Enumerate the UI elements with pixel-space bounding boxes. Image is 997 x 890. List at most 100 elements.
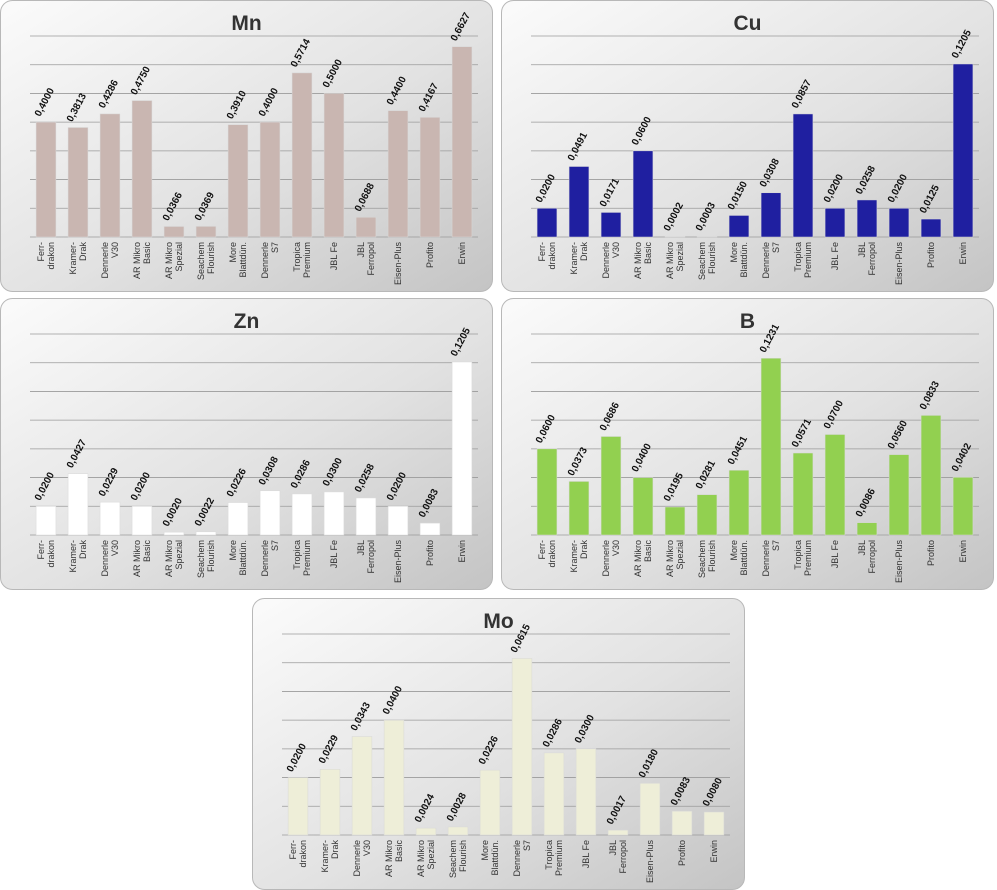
x-tick-label-line: Tropica: [292, 242, 302, 272]
x-tick-label-line: Kramer-: [569, 242, 579, 275]
bar: [568, 166, 590, 238]
x-tick-label-line: Kramer-: [68, 540, 78, 573]
x-tick-label-line: V30: [110, 540, 120, 556]
x-tick-label: MoreBlattdün.: [480, 840, 500, 876]
x-tick-label-line: Seachem: [448, 840, 458, 878]
x-tick-label-line: Profito: [926, 540, 936, 566]
bar: [600, 436, 622, 536]
x-tick-label-line: Dennerle: [100, 540, 110, 577]
x-tick-label-line: Premium: [302, 540, 312, 576]
bar: [888, 208, 910, 238]
x-tick-label-line: Basic: [394, 840, 404, 863]
x-tick-label-line: Seachem: [697, 242, 707, 280]
x-tick-label-line: AR Mikro: [132, 242, 142, 279]
x-tick-label-line: Erwin: [457, 242, 467, 265]
x-tick-label: JBL Fe: [830, 540, 840, 568]
bar: [227, 124, 249, 238]
bar: [259, 121, 281, 238]
x-tick-label-line: Drak: [330, 840, 340, 860]
bar: [607, 829, 629, 836]
x-tick-label-line: Spezial: [675, 540, 685, 570]
bar: [575, 748, 597, 836]
x-tick-label-line: Profito: [926, 242, 936, 268]
bar: [511, 658, 533, 836]
x-tick-label: AR MikroBasic: [633, 242, 653, 280]
x-tick-label-line: Premium: [803, 540, 813, 576]
x-tick-label-line: Dennerle: [601, 540, 611, 577]
chart-panel: Cu0,0200Ferr-drakon0,0491Kramer-Drak0,01…: [501, 0, 994, 292]
x-tick-label: Profito: [425, 540, 435, 566]
x-tick-label-line: AR Mikro: [164, 242, 174, 279]
x-tick-label-line: Tropica: [544, 840, 554, 870]
x-tick-label-line: Tropica: [793, 540, 803, 570]
x-tick-label: SeachemFlourish: [196, 540, 216, 578]
x-tick-label-line: Seachem: [196, 242, 206, 280]
x-tick-label: Ferr-drakon: [288, 840, 308, 868]
bar: [195, 226, 217, 238]
bar: [639, 783, 661, 836]
x-tick-label: Profito: [425, 242, 435, 268]
bar: [536, 448, 558, 536]
x-tick-label-line: More: [228, 540, 238, 561]
bar: [824, 208, 846, 238]
x-tick-label-line: JBL Fe: [329, 242, 339, 270]
x-tick-label-line: Eisen-Plus: [393, 540, 403, 584]
x-tick-label: MoreBlattdün.: [729, 540, 749, 576]
x-tick-label-line: Blattdün.: [490, 840, 500, 876]
bar: [195, 531, 217, 536]
x-tick-label-line: Kramer-: [569, 540, 579, 573]
x-tick-label: SeachemFlourish: [196, 242, 216, 280]
x-tick-label-line: V30: [611, 540, 621, 556]
x-tick-label-line: drakon: [46, 540, 56, 568]
x-tick-label: DennerleV30: [352, 840, 372, 877]
x-tick-label-line: Erwin: [958, 242, 968, 265]
x-tick-label: Ferr-drakon: [36, 242, 56, 270]
x-tick-label: TropicaPremium: [544, 840, 564, 876]
x-tick-label-line: More: [729, 540, 739, 561]
x-tick-label: MoreBlattdün.: [228, 540, 248, 576]
bar: [856, 522, 878, 536]
x-tick-label: AR MikroBasic: [633, 540, 653, 578]
x-tick-label-line: Basic: [142, 540, 152, 563]
x-tick-label-line: Ferropol: [867, 242, 877, 276]
x-tick-label: AR MikroSpezial: [164, 540, 184, 577]
x-tick-label: Erwin: [709, 840, 719, 863]
bar: [163, 226, 185, 238]
x-tick-label-line: drakon: [547, 540, 557, 568]
x-tick-label-line: AR Mikro: [633, 242, 643, 279]
bar: [728, 215, 750, 238]
x-tick-label-line: AR Mikro: [416, 840, 426, 877]
x-tick-label: JBLFerropol: [356, 242, 376, 276]
x-tick-label: DennerleS7: [761, 540, 781, 577]
x-tick-label-line: JBL Fe: [581, 840, 591, 868]
x-tick-label-line: Dennerle: [260, 242, 270, 279]
x-tick-label: Profito: [677, 840, 687, 866]
bar: [323, 491, 345, 536]
chart-title: Mo: [483, 610, 513, 633]
x-tick-label-line: Spezial: [174, 540, 184, 570]
x-tick-label-line: S7: [771, 242, 781, 253]
x-tick-label-line: Seachem: [196, 540, 206, 578]
x-tick-label-line: Ferropol: [618, 840, 628, 874]
bar: [664, 506, 686, 536]
x-tick-label-line: JBL: [356, 242, 366, 258]
bar: [383, 719, 405, 836]
x-tick-label-line: drakon: [46, 242, 56, 270]
bar: [351, 736, 373, 836]
x-tick-label-line: Basic: [643, 540, 653, 563]
bar: [323, 93, 345, 238]
chart-title: Cu: [734, 12, 762, 35]
chart-title: B: [740, 310, 755, 333]
x-tick-label-line: Dennerle: [260, 540, 270, 577]
x-tick-label-line: AR Mikro: [665, 242, 675, 279]
x-tick-label: AR MikroSpezial: [665, 540, 685, 577]
x-tick-label: Eisen-Plus: [645, 840, 655, 884]
x-tick-label-line: JBL Fe: [830, 242, 840, 270]
x-tick-label: DennerleV30: [100, 242, 120, 279]
x-tick-label: JBLFerropol: [608, 840, 628, 874]
bar: [447, 826, 469, 836]
x-tick-label: Kramer-Drak: [68, 540, 88, 573]
x-tick-label: JBL Fe: [830, 242, 840, 270]
x-tick-label-line: JBL: [356, 540, 366, 556]
x-tick-label-line: Drak: [579, 540, 589, 560]
